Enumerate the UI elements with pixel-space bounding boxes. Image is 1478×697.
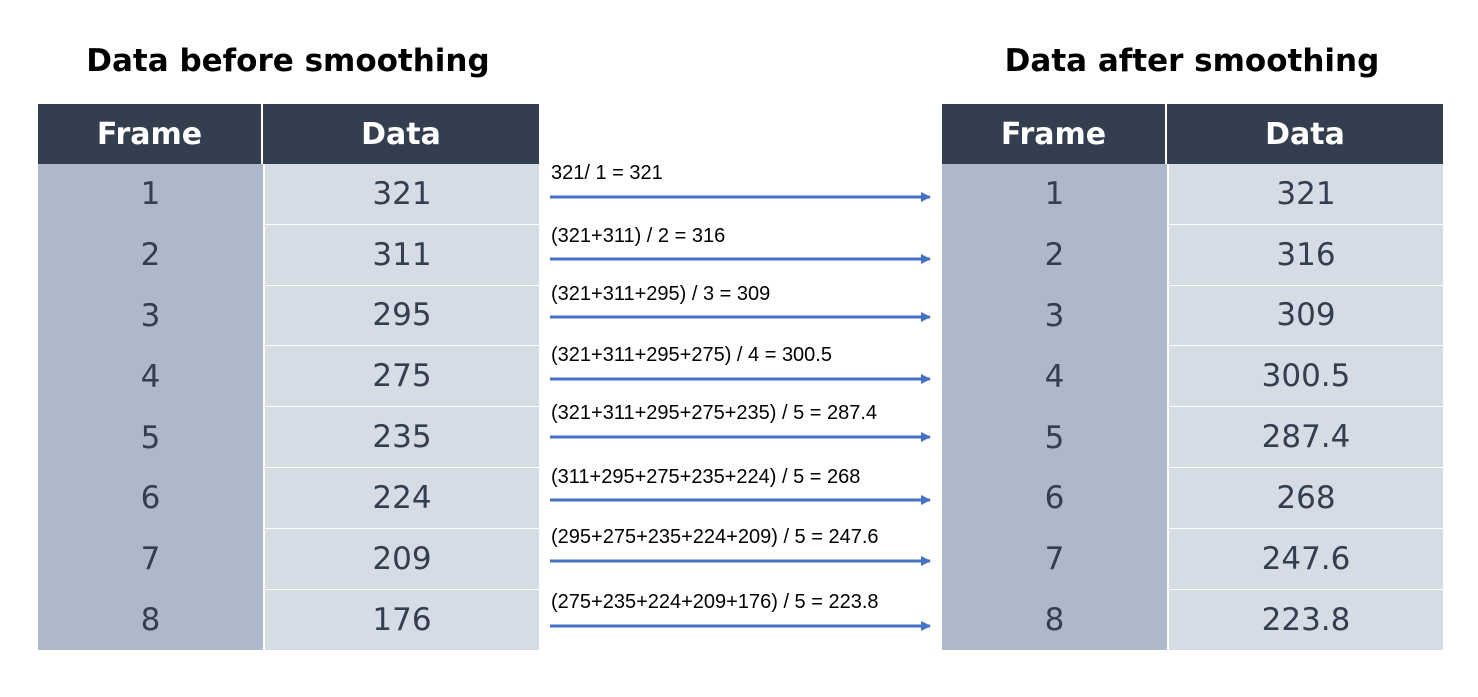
table-row: 3 309 (942, 285, 1443, 347)
calculation-label: (321+311+295+275) / 4 = 300.5 (551, 344, 832, 366)
title-before-smoothing: Data before smoothing (86, 43, 490, 79)
table-row: 1 321 (942, 164, 1443, 225)
table-row: 6 268 (942, 467, 1443, 529)
frame-cell: 1 (38, 164, 263, 225)
frame-cell: 1 (942, 164, 1167, 225)
table-row: 4 300.5 (942, 346, 1443, 408)
table-before-smoothing: Frame Data 1 321 2 311 3 295 4 275 5 235 6 224… (38, 104, 539, 651)
calculation-label: (321+311) / 2 = 316 (551, 225, 726, 247)
data-cell: 321 (263, 164, 539, 225)
frame-cell: 5 (942, 407, 1167, 468)
frame-cell: 6 (38, 467, 263, 529)
frame-cell: 4 (38, 346, 263, 408)
table-row: 5 287.4 (942, 407, 1443, 468)
header-frame: Frame (942, 104, 1167, 164)
frame-cell: 7 (942, 528, 1167, 590)
frame-cell: 8 (942, 589, 1167, 651)
frame-cell: 6 (942, 467, 1167, 529)
table-row: 2 311 (38, 224, 539, 286)
table-header: Frame Data (38, 104, 539, 164)
title-after-smoothing: Data after smoothing (1004, 43, 1380, 79)
data-cell: 311 (263, 224, 539, 286)
data-cell: 209 (263, 528, 539, 590)
table-after-smoothing: Frame Data 1 321 2 316 3 309 4 300.5 5 287.4 … (942, 104, 1443, 651)
data-cell: 247.6 (1167, 528, 1443, 590)
table-header: Frame Data (942, 104, 1443, 164)
calculation-label: (275+235+224+209+176) / 5 = 223.8 (551, 591, 879, 613)
header-data: Data (263, 104, 539, 164)
data-cell: 321 (1167, 164, 1443, 225)
calculation-label: (321+311+295+275+235) / 5 = 287.4 (551, 402, 878, 424)
frame-cell: 5 (38, 407, 263, 468)
arrows-layer (550, 192, 931, 631)
header-frame: Frame (38, 104, 263, 164)
data-cell: 287.4 (1167, 407, 1443, 468)
data-cell: 309 (1167, 285, 1443, 347)
data-cell: 223.8 (1167, 589, 1443, 651)
calculation-label: (295+275+235+224+209) / 5 = 247.6 (551, 526, 879, 548)
table-row: 4 275 (38, 346, 539, 408)
data-cell: 275 (263, 346, 539, 408)
table-row: 7 247.6 (942, 528, 1443, 590)
table-row: 8 176 (38, 589, 539, 651)
table-row: 5 235 (38, 407, 539, 468)
data-cell: 316 (1167, 224, 1443, 286)
frame-cell: 3 (38, 285, 263, 347)
data-cell: 268 (1167, 467, 1443, 529)
table-row: 6 224 (38, 467, 539, 529)
data-cell: 176 (263, 589, 539, 651)
table-row: 3 295 (38, 285, 539, 347)
frame-cell: 4 (942, 346, 1167, 408)
frame-cell: 2 (38, 224, 263, 286)
data-cell: 300.5 (1167, 346, 1443, 408)
frame-cell: 3 (942, 285, 1167, 347)
data-cell: 295 (263, 285, 539, 347)
calculation-label: 321/ 1 = 321 (551, 162, 663, 184)
data-cell: 235 (263, 407, 539, 468)
table-row: 8 223.8 (942, 589, 1443, 651)
frame-cell: 7 (38, 528, 263, 590)
frame-cell: 8 (38, 589, 263, 651)
table-row: 7 209 (38, 528, 539, 590)
calculation-label: (321+311+295) / 3 = 309 (551, 283, 771, 305)
table-row: 1 321 (38, 164, 539, 225)
table-row: 2 316 (942, 224, 1443, 286)
data-cell: 224 (263, 467, 539, 529)
calculation-label: (311+295+275+235+224) / 5 = 268 (551, 466, 861, 488)
header-data: Data (1167, 104, 1443, 164)
frame-cell: 2 (942, 224, 1167, 286)
